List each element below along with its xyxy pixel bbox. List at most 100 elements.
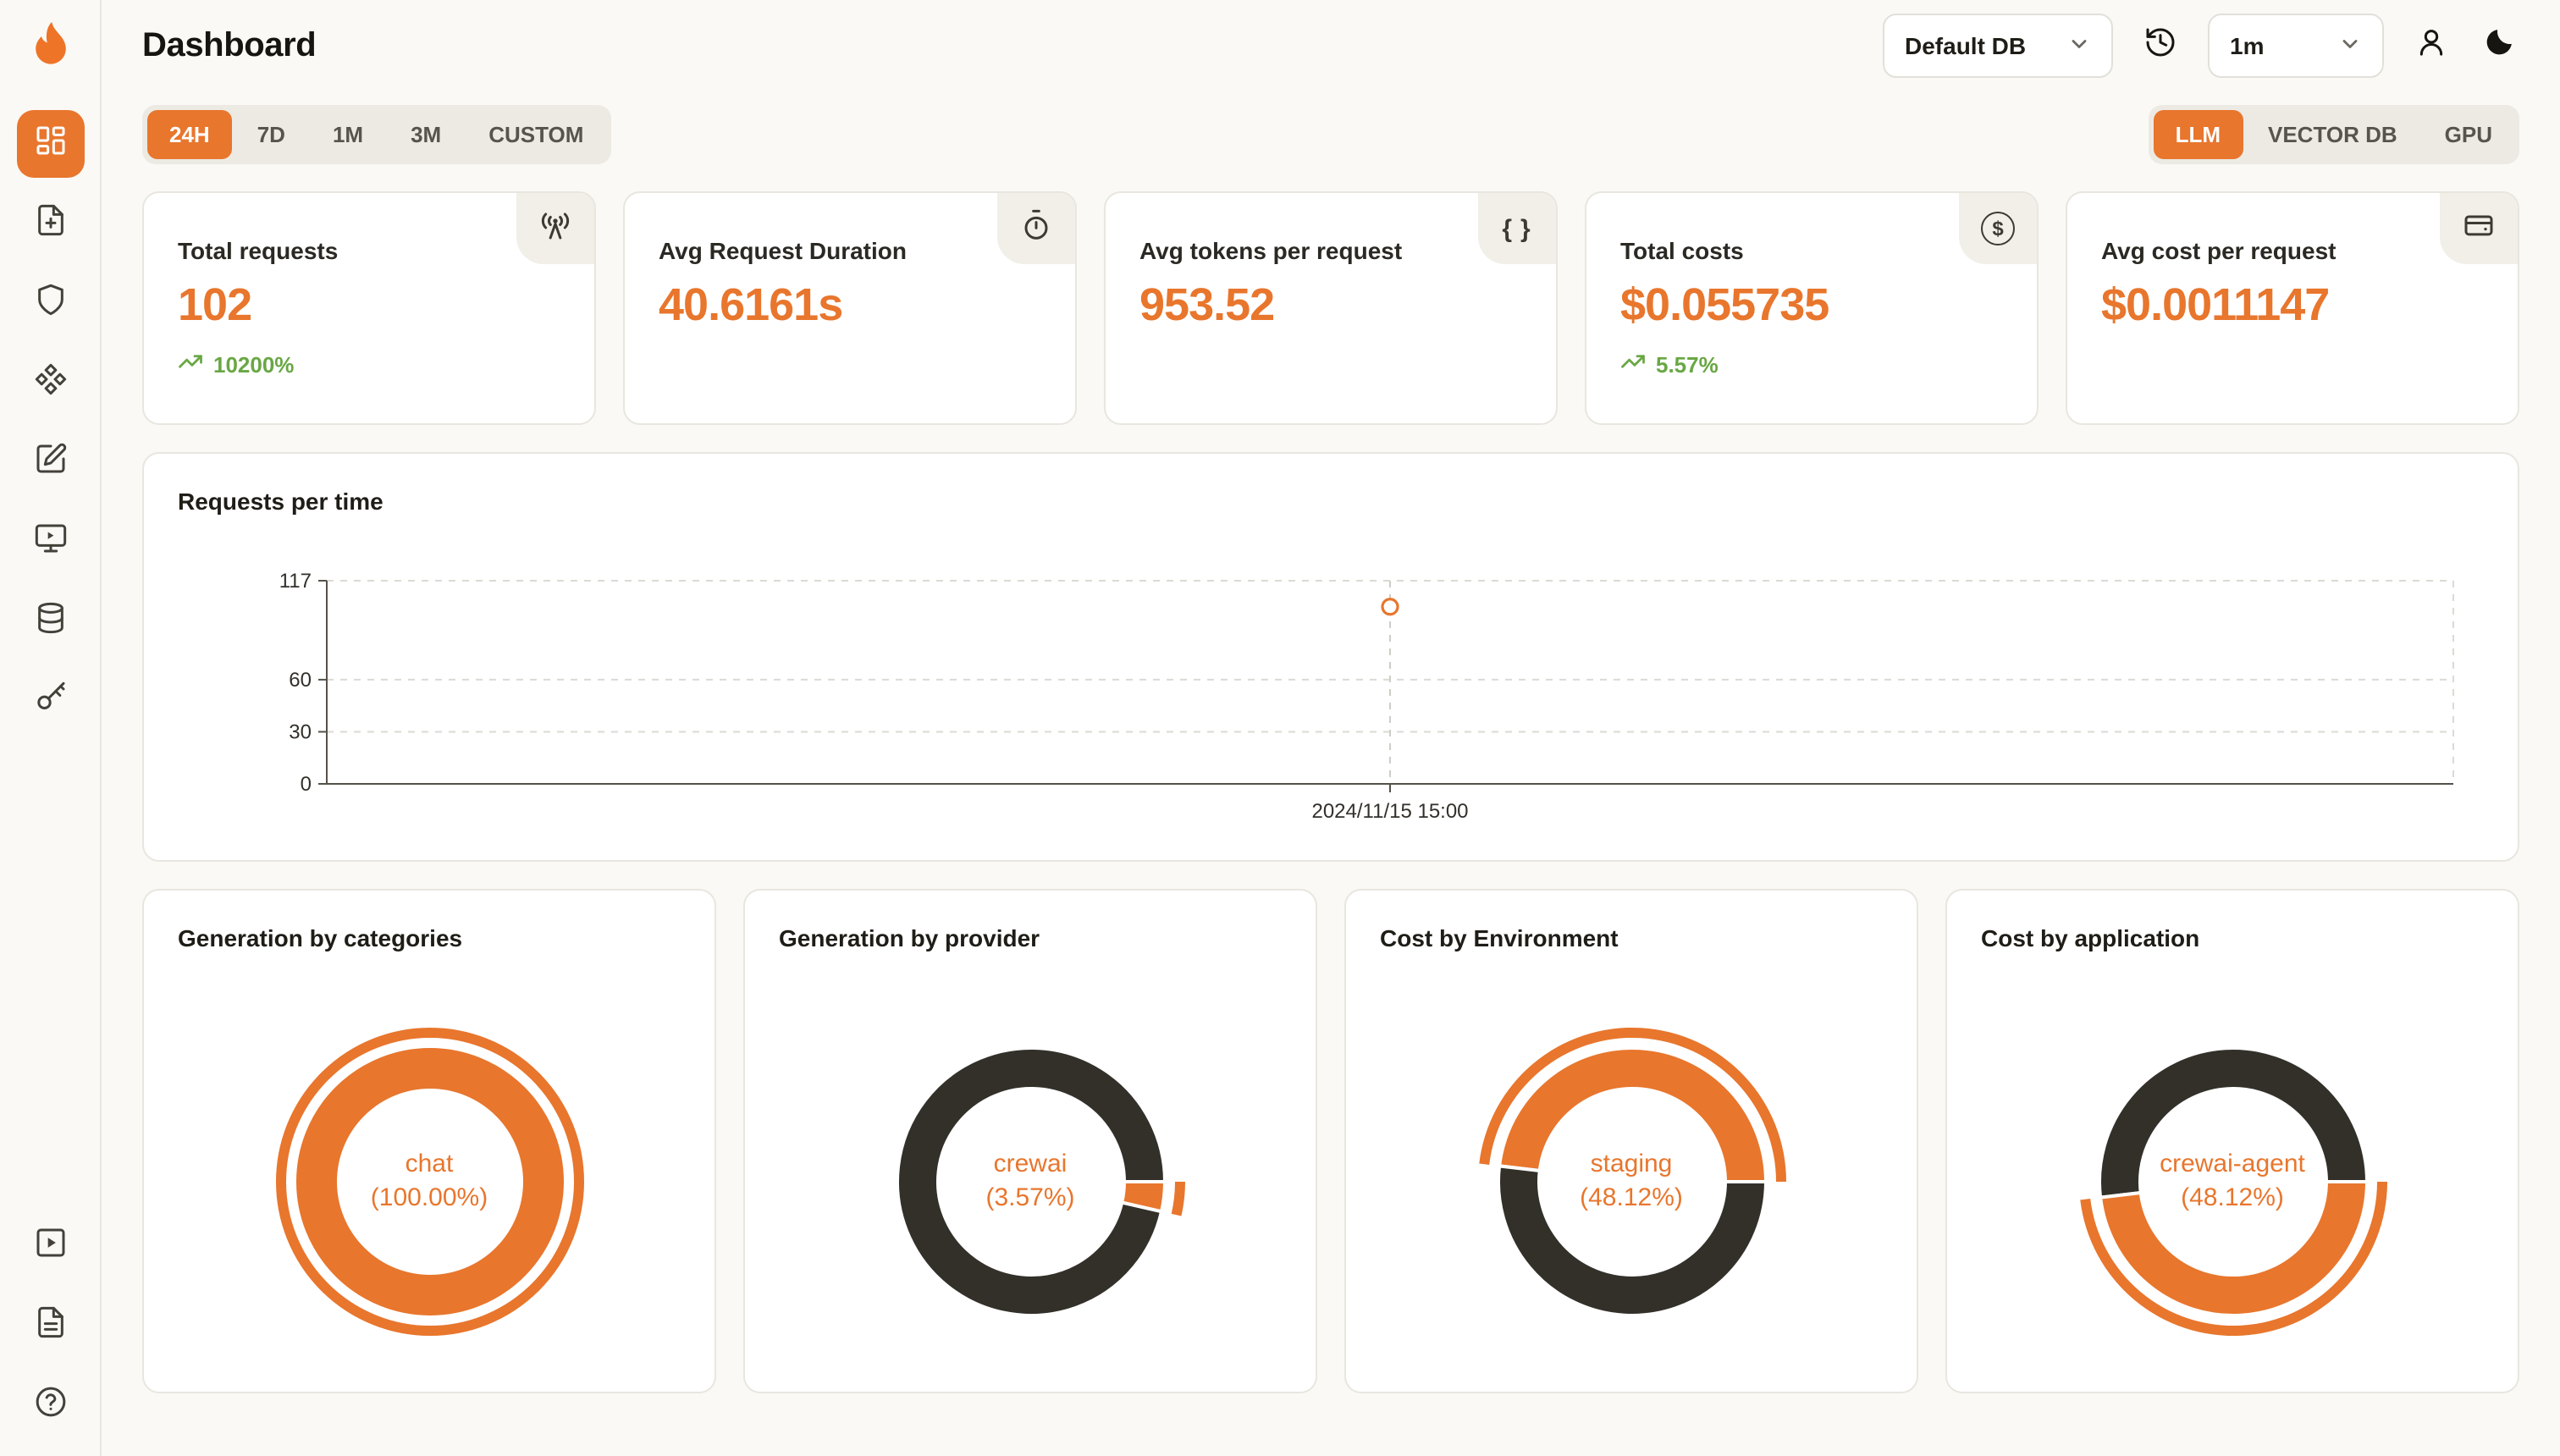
stat-label: Avg Request Duration (659, 237, 907, 264)
tab-vector-db[interactable]: VECTOR DB (2268, 122, 2397, 147)
stopwatch-icon (1019, 207, 1053, 250)
sidebar-nav (16, 110, 84, 735)
radio-tower-icon (538, 207, 572, 250)
stat-card-total-requests: Total requests 102 10200% (142, 191, 596, 425)
sidebar-item-dashboard[interactable] (16, 110, 84, 178)
monitor-play-icon (33, 521, 67, 563)
sidebar-item-evaluations[interactable] (16, 428, 84, 496)
chart-title: Requests per time (178, 488, 383, 515)
help-circle-icon (33, 1384, 67, 1426)
trending-up-icon (1620, 349, 1646, 379)
chevron-down-icon (2067, 31, 2091, 60)
stat-delta: 10200% (178, 349, 560, 379)
moon-icon (2482, 25, 2516, 67)
stat-card-avg-cost: Avg cost per request $0.0011147 (2066, 191, 2519, 425)
provider-donut-chart[interactable] (779, 965, 1283, 1371)
sidebar-item-playground[interactable] (16, 508, 84, 576)
database-select[interactable]: Default DB (1883, 14, 2113, 78)
stat-value: 953.52 (1139, 279, 1275, 330)
file-request-icon (33, 202, 67, 245)
tab-3m[interactable]: 3M (411, 122, 442, 147)
stat-icon-chip: { } (1478, 193, 1556, 264)
tab-7d[interactable]: 7D (257, 122, 285, 147)
source-tabs: LLM VECTOR DB GPU (2148, 105, 2519, 164)
topbar: Dashboard Default DB 1m (102, 0, 2560, 91)
application-donut-chart[interactable] (1981, 965, 2486, 1371)
wallet-icon (2462, 207, 2496, 250)
stat-icon-chip (516, 193, 594, 264)
sidebar-item-getting-started[interactable] (16, 1212, 84, 1280)
stat-value: 102 (178, 279, 252, 330)
donut-wrap: staging (48.12%) (1380, 965, 1883, 1371)
database-select-value: Default DB (1905, 32, 2027, 59)
svg-text:2024/11/15 15:00: 2024/11/15 15:00 (1311, 800, 1468, 823)
tab-custom[interactable]: CUSTOM (488, 122, 584, 147)
trending-up-icon (178, 349, 203, 379)
svg-text:117: 117 (279, 570, 312, 593)
requests-per-time-card: Requests per time 0 30 60 117 2024/11/15 15:… (142, 452, 2519, 862)
donut-wrap: crewai (3.57%) (779, 965, 1282, 1371)
chart-title: Cost by Environment (1380, 924, 1619, 951)
stats-row: Total requests 102 10200% (142, 191, 2519, 425)
stat-delta: 5.57% (1620, 349, 2003, 379)
sidebar-item-traces[interactable] (16, 349, 84, 416)
stat-label: Total costs (1620, 237, 1744, 264)
sidebar-footer (16, 1212, 84, 1439)
stat-value: $0.0011147 (2101, 279, 2330, 330)
stat-icon-chip (997, 193, 1075, 264)
app-logo[interactable] (23, 19, 77, 73)
theme-toggle-button[interactable] (2479, 25, 2519, 66)
components-icon (33, 361, 67, 404)
sidebar-item-databases[interactable] (16, 587, 84, 655)
stat-delta-value: 5.57% (1656, 351, 1719, 377)
chevron-down-icon (2338, 31, 2362, 60)
cost-by-application-card: Cost by application crewai-agent (48.12%… (1945, 889, 2519, 1393)
sidebar-item-docs[interactable] (16, 1292, 84, 1359)
history-button[interactable] (2140, 25, 2181, 66)
dashboard-grid-icon (33, 123, 67, 165)
sidebar-item-api-keys[interactable] (16, 667, 84, 735)
dollar-circle-icon: $ (1981, 212, 2015, 245)
svg-text:0: 0 (301, 773, 312, 796)
sidebar-item-requests[interactable] (16, 190, 84, 257)
filter-row: 24H 7D 1M 3M CUSTOM LLM VECTOR DB GPU (142, 105, 2519, 164)
stat-label: Avg tokens per request (1139, 237, 1403, 264)
stat-delta-value: 10200% (213, 351, 295, 377)
braces-icon: { } (1502, 214, 1532, 243)
cost-by-environment-card: Cost by Environment staging (48.12%) (1344, 889, 1918, 1393)
shield-icon (33, 282, 67, 324)
stat-label: Total requests (178, 237, 339, 264)
categories-donut-chart[interactable] (178, 965, 682, 1371)
user-icon (2414, 25, 2448, 67)
stat-card-avg-tokens: { } Avg tokens per request 953.52 (1104, 191, 1558, 425)
sidebar (0, 0, 102, 1456)
generation-by-provider-card: Generation by provider crewai (3.57%) (743, 889, 1317, 1393)
tab-24h[interactable]: 24H (147, 110, 232, 159)
stat-card-total-costs: $ Total costs $0.055735 5.57% (1585, 191, 2039, 425)
tab-llm[interactable]: LLM (2153, 110, 2243, 159)
stat-icon-chip: $ (1959, 193, 2037, 264)
page-title: Dashboard (142, 26, 317, 63)
environment-donut-chart[interactable] (1380, 965, 1884, 1371)
user-button[interactable] (2411, 25, 2452, 66)
tab-gpu[interactable]: GPU (2444, 122, 2492, 147)
requests-per-time-chart[interactable]: 0 30 60 117 2024/11/15 15:00 (178, 555, 2487, 826)
donuts-row: Generation by categories chat (100.00%) … (142, 889, 2519, 1429)
stat-icon-chip (2440, 193, 2518, 264)
sidebar-item-exceptions[interactable] (16, 269, 84, 337)
chart-title: Cost by application (1981, 924, 2200, 951)
svg-text:30: 30 (289, 720, 312, 743)
generation-by-categories-card: Generation by categories chat (100.00%) (142, 889, 716, 1393)
chart-title: Generation by categories (178, 924, 463, 951)
refresh-interval-value: 1m (2230, 32, 2265, 59)
donut-wrap: crewai-agent (48.12%) (1981, 965, 2484, 1371)
database-icon (33, 600, 67, 643)
main-area: Dashboard Default DB 1m (102, 0, 2560, 1456)
sidebar-item-help[interactable] (16, 1371, 84, 1439)
doc-lines-icon (33, 1304, 67, 1347)
play-square-icon (33, 1225, 67, 1267)
tab-1m[interactable]: 1M (332, 122, 364, 147)
refresh-interval-select[interactable]: 1m (2208, 14, 2384, 78)
key-icon (33, 680, 67, 722)
